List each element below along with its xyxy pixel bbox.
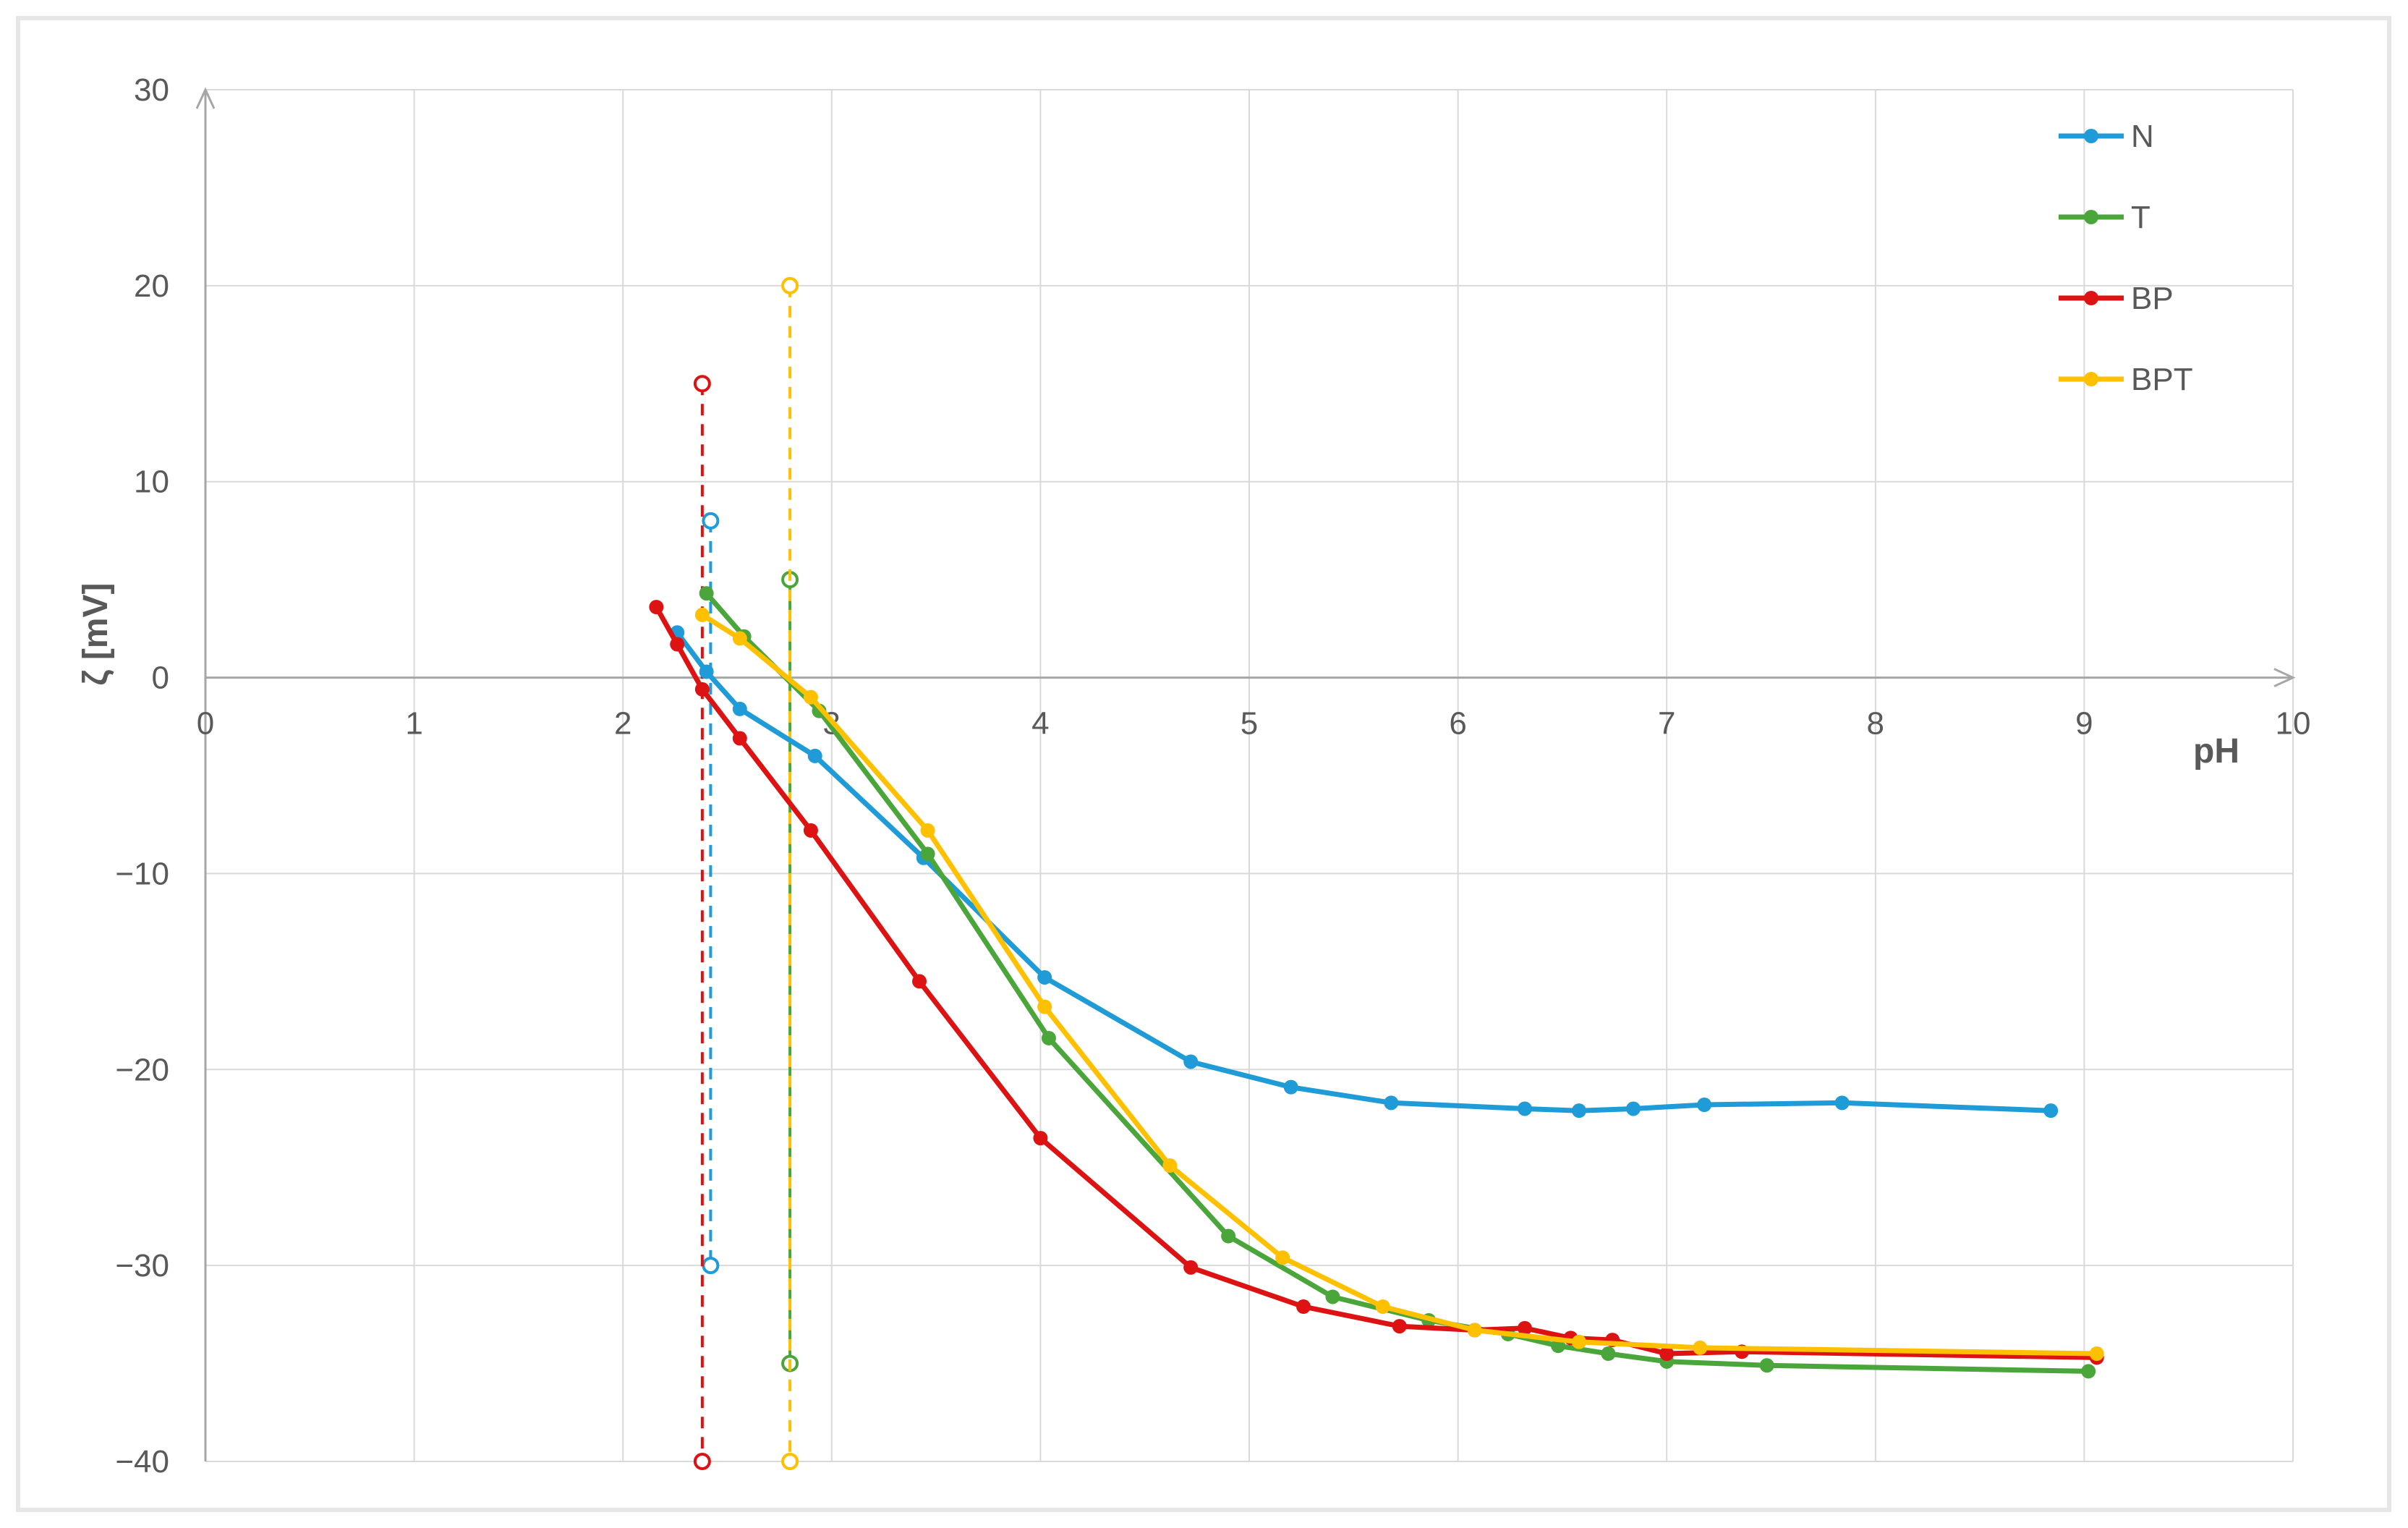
data-point <box>1697 1098 1712 1113</box>
data-point <box>1517 1101 1532 1116</box>
data-point <box>699 586 714 601</box>
y-tick-label: −40 <box>115 1444 169 1480</box>
data-point <box>920 823 935 838</box>
x-tick-label: 10 <box>2276 706 2311 742</box>
legend-marker <box>2084 210 2098 224</box>
x-tick-label: 1 <box>405 706 422 742</box>
data-point <box>694 682 710 697</box>
x-tick-label: 4 <box>1031 706 1049 742</box>
data-point <box>1033 1131 1048 1146</box>
data-point <box>1183 1260 1199 1275</box>
legend-label: BPT <box>2131 362 2193 397</box>
series-t <box>699 586 2096 1379</box>
data-point <box>1037 969 1052 985</box>
data-point <box>1659 1346 1675 1362</box>
data-point <box>1392 1319 1407 1334</box>
data-point <box>1626 1101 1641 1116</box>
data-point <box>1221 1228 1236 1244</box>
data-point <box>1571 1334 1586 1349</box>
legend-label: BP <box>2131 281 2174 316</box>
x-tick-label: 2 <box>614 706 631 742</box>
legend-item-t: T <box>2059 200 2150 235</box>
data-point <box>807 748 822 763</box>
series-bpt <box>694 607 2104 1362</box>
y-tick-label: 20 <box>134 268 169 304</box>
data-point <box>670 637 685 652</box>
y-axis-arrow <box>195 87 216 109</box>
legend-item-n: N <box>2059 119 2154 154</box>
data-point <box>1759 1358 1774 1373</box>
data-point <box>1275 1250 1290 1265</box>
data-point <box>1375 1299 1390 1315</box>
data-point <box>1041 1030 1056 1045</box>
series-bp <box>649 600 2104 1365</box>
data-point <box>1325 1289 1340 1304</box>
data-point <box>1162 1158 1178 1173</box>
data-point <box>1571 1103 1586 1119</box>
x-tick-label: 9 <box>2075 706 2093 742</box>
chart-frame <box>16 16 2391 1512</box>
axes <box>195 87 2296 1461</box>
data-point <box>2043 1103 2059 1119</box>
data-point <box>2081 1364 2096 1379</box>
legend: N T BP BPT <box>2059 119 2193 397</box>
data-point <box>1037 999 1052 1014</box>
y-axis-label: ζ [mV] <box>77 583 115 686</box>
data-point <box>2089 1346 2104 1362</box>
x-tick-label: 8 <box>1867 706 1884 742</box>
marker-endpoint-bp <box>693 1453 711 1470</box>
data-point <box>803 689 818 705</box>
data-point <box>694 607 710 622</box>
x-tick-label: 7 <box>1658 706 1675 742</box>
data-point <box>1601 1346 1616 1362</box>
data-point <box>649 600 664 615</box>
marker-endpoint-bpt <box>781 276 799 294</box>
legend-label: T <box>2131 200 2150 235</box>
legend-label: N <box>2131 119 2154 154</box>
x-tick-label: 0 <box>197 706 214 742</box>
y-tick-label: −20 <box>115 1052 169 1087</box>
legend-item-bpt: BPT <box>2059 362 2193 397</box>
marker-endpoint-bp <box>693 375 711 393</box>
data-point <box>1384 1095 1399 1111</box>
marker-endpoint-bpt <box>781 1453 799 1470</box>
data-point <box>803 823 818 838</box>
vertical-marker-lines <box>693 276 799 1470</box>
data-point <box>1183 1054 1199 1069</box>
data-point <box>1517 1320 1532 1336</box>
data-point <box>1283 1079 1298 1095</box>
data-point <box>1467 1323 1482 1338</box>
series-line-bpt <box>699 612 2100 1357</box>
data-point <box>732 731 747 746</box>
data-point <box>732 701 747 716</box>
data-point <box>1834 1095 1850 1111</box>
y-tick-label: −10 <box>115 856 169 891</box>
y-tick-label: 10 <box>134 464 169 500</box>
y-tick-label: 30 <box>134 72 169 108</box>
data-point <box>732 631 747 646</box>
x-tick-label: 5 <box>1241 706 1258 742</box>
legend-marker <box>2084 129 2098 143</box>
data-point <box>699 664 714 679</box>
y-tick-label: 0 <box>152 661 169 696</box>
legend-item-bp: BP <box>2059 281 2174 316</box>
marker-endpoint-n <box>702 1257 720 1275</box>
series-n <box>670 625 2059 1119</box>
grid <box>205 89 2294 1462</box>
legend-marker <box>2084 372 2098 386</box>
x-axis-arrow <box>2273 668 2296 687</box>
series-line-n <box>674 629 2054 1113</box>
marker-endpoint-n <box>702 512 720 530</box>
legend-marker <box>2084 291 2098 305</box>
data-point <box>912 974 927 989</box>
data-point <box>1296 1299 1311 1315</box>
y-tick-label: −30 <box>115 1248 169 1283</box>
data-point <box>920 846 935 862</box>
series-lines <box>649 586 2104 1379</box>
x-tick-label: 6 <box>1449 706 1466 742</box>
x-axis-label: pH <box>2193 732 2239 771</box>
data-point <box>1693 1340 1708 1355</box>
